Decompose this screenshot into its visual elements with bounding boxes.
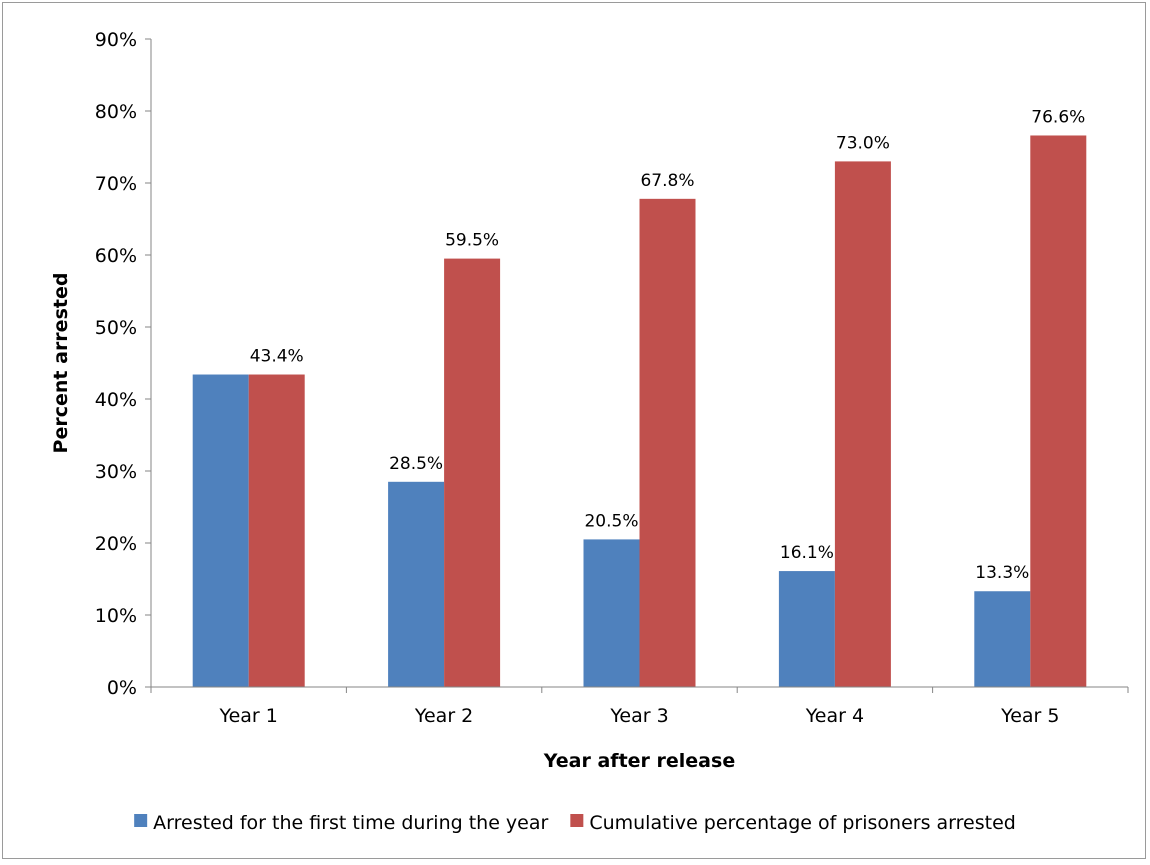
x-axis-title: Year after release bbox=[543, 750, 735, 772]
bar bbox=[834, 161, 891, 687]
data-label: 20.5% bbox=[584, 511, 638, 531]
bars bbox=[192, 135, 1087, 688]
data-label: 16.1% bbox=[780, 543, 834, 563]
x-axis-ticks: Year 1 Year 2 Year 3 Year 4 Year 5 bbox=[150, 687, 1129, 727]
data-label: 28.5% bbox=[389, 454, 443, 474]
bar bbox=[583, 539, 640, 687]
y-tick-label: 60% bbox=[95, 245, 137, 267]
y-tick-label: 0% bbox=[107, 677, 137, 699]
bar bbox=[444, 258, 501, 687]
data-label: 59.5% bbox=[445, 231, 499, 251]
bar-chart: 0% 10% 20% 30% 40% 50% 60% 70% 80% 90% 28.5% 20.5%… bbox=[50, 29, 1129, 834]
x-tick-label: Year 1 bbox=[219, 705, 278, 727]
bar bbox=[974, 591, 1031, 687]
bar bbox=[639, 198, 696, 687]
y-tick-label: 80% bbox=[95, 101, 137, 123]
bar bbox=[388, 481, 445, 687]
x-tick-label: Year 2 bbox=[414, 705, 473, 727]
legend: Arrested for the first time during the y… bbox=[134, 812, 1016, 834]
bar bbox=[248, 374, 305, 687]
legend-label: Arrested for the first time during the y… bbox=[153, 812, 548, 834]
legend-label: Cumulative percentage of prisoners arres… bbox=[589, 812, 1016, 834]
y-axis-title: Percent arrested bbox=[50, 273, 72, 454]
data-label: 43.4% bbox=[250, 347, 304, 367]
y-tick-label: 70% bbox=[95, 173, 137, 195]
x-tick-label: Year 3 bbox=[609, 705, 668, 727]
data-label: 13.3% bbox=[975, 563, 1029, 583]
y-tick-label: 10% bbox=[95, 605, 137, 627]
y-tick-label: 90% bbox=[95, 29, 137, 51]
bar bbox=[192, 374, 249, 687]
y-tick-label: 40% bbox=[95, 389, 137, 411]
data-label: 73.0% bbox=[836, 133, 890, 153]
x-tick-label: Year 5 bbox=[1000, 705, 1059, 727]
bar bbox=[778, 571, 835, 687]
y-tick-label: 30% bbox=[95, 461, 137, 483]
y-axis-ticks: 0% 10% 20% 30% 40% 50% 60% 70% 80% 90% bbox=[95, 29, 151, 699]
y-tick-label: 20% bbox=[95, 533, 137, 555]
axes bbox=[150, 39, 1128, 688]
x-tick-label: Year 4 bbox=[805, 705, 864, 727]
y-tick-label: 50% bbox=[95, 317, 137, 339]
data-label: 76.6% bbox=[1031, 107, 1085, 127]
data-label: 67.8% bbox=[640, 171, 694, 191]
data-labels: 28.5% 20.5% 16.1% 13.3% 43.4% 59.5% 67.8% 73.0%… bbox=[250, 107, 1086, 583]
bar bbox=[1030, 135, 1087, 688]
legend-swatch bbox=[134, 814, 148, 827]
legend-swatch bbox=[570, 814, 584, 827]
